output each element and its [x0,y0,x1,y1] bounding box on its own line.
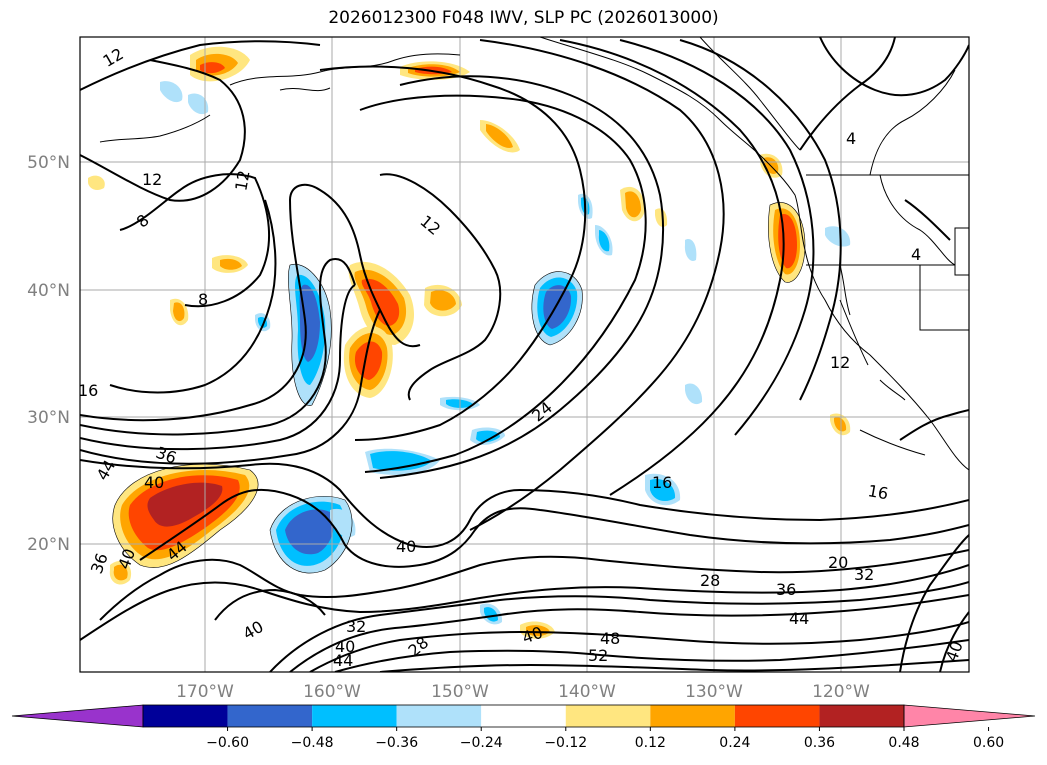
fill-pos-max [147,482,223,527]
slp-contours [80,37,969,672]
colorbar-segment [650,705,735,727]
colorbar-tick-label: 0.12 [635,735,666,751]
contour-label: 16 [78,381,98,400]
contour-label: 12 [830,353,850,372]
lon-label: 140°W [558,682,616,702]
fill-neg-strong [285,509,334,555]
lon-label: 120°W [812,682,870,702]
map-frame [79,36,970,673]
latitude-labels: 50°N 40°N 30°N 20°N [27,153,70,555]
colorbar-segment [396,705,482,727]
colorbar-segment [227,705,313,727]
lon-label: 170°W [176,682,234,702]
contour-label: 40 [144,473,164,492]
contour-label: 4 [846,129,856,148]
colorbar-tick-label: 0.36 [804,735,835,751]
fill-neg-light [685,383,703,405]
lon-label: 130°W [685,682,743,702]
contour-label: 12 [231,169,253,192]
colorbar-segment [481,705,566,727]
fill-neg-med [476,430,500,443]
colorbar-tick-label: −0.36 [375,735,418,751]
fill-neg-strong [543,285,572,329]
contour-label: 44 [789,609,809,628]
colorbar-tick-label: −0.48 [291,735,334,751]
coastlines [99,37,969,471]
fill-pos-strong [354,341,383,380]
contour-label: 40 [396,537,416,556]
contour-label: 32 [346,617,366,636]
colorbar-tick-label: −0.60 [206,735,249,751]
contour-label: 28 [700,571,720,590]
fill-neg-med [650,478,676,502]
anomaly-outlines [112,202,806,574]
contour-label: 48 [600,629,620,648]
fill-pos-light [88,175,105,191]
colorbar-tick-label: −0.12 [544,735,587,751]
fill-neg-med [484,607,498,622]
fill-pos-med [526,625,550,637]
colorbar-extend-max [903,704,1036,728]
colorbar-frame [142,704,905,728]
lat-label: 30°N [27,408,70,428]
fill-neg-light [684,239,697,261]
fill-neg-light [160,81,183,103]
contour-label: 44 [333,651,353,670]
colorbar-segment [312,705,397,727]
colorbar-segment [734,705,820,727]
fill-pos-med [486,124,513,148]
contour-label: 16 [652,473,672,492]
contour-label: 20 [828,553,848,572]
colorbar-segment [819,705,904,727]
fill-neg-med [370,451,432,471]
contour-label: 52 [588,646,608,665]
colorbar-segment [565,705,651,727]
fill-pos-med [430,290,456,311]
fill-neg-med [598,230,610,252]
fill-pos-med [173,302,185,322]
lat-label: 40°N [27,281,70,301]
fill-neg-light [825,226,851,247]
fill-pos-strong [200,62,225,74]
contour-label: 8 [198,290,208,309]
contour-label: 36 [776,580,796,599]
colorbar-tick-label: −0.24 [460,735,503,751]
fill-neg-light [188,93,209,115]
contour-label: 32 [854,565,874,584]
fill-pos-med [625,191,641,218]
contour-label: 40 [335,637,355,656]
colorbar: −0.60 −0.48 −0.36 −0.24 −0.12 0.12 0.24 0.36 0.4… [11,704,1036,751]
contour-label: 4 [911,245,921,264]
lat-label: 50°N [27,153,70,173]
lon-label: 160°W [303,682,361,702]
contour-label: 16 [866,481,889,503]
colorbar-tick-label: 0.60 [973,735,1004,751]
fill-pos-med [113,564,128,581]
colorbar-segment [143,705,228,727]
longitude-labels: 170°W 160°W 150°W 140°W 130°W 120°W [176,682,870,702]
fill-pos-med [220,258,242,270]
fill-pos-med [834,417,847,432]
fill-pos-light [655,208,668,227]
colorbar-tick-label: 0.24 [719,735,750,751]
colorbar-extend-min [11,704,144,728]
lat-label: 20°N [27,535,70,555]
contour-label: 12 [142,170,162,189]
lon-label: 150°W [431,682,489,702]
map-title: 2026012300 F048 IWV, SLP PC (2026013000) [328,8,719,28]
colorbar-tick-label: 0.48 [888,735,919,751]
